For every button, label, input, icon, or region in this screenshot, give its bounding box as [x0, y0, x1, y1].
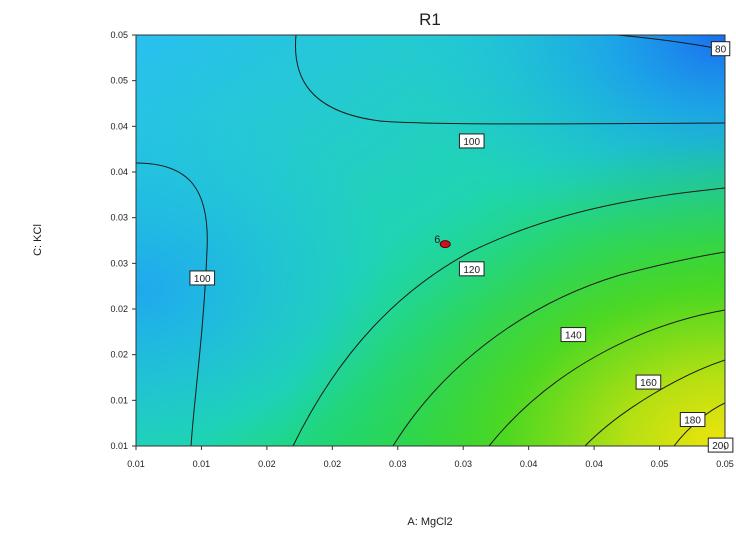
contour-label-text: 180 [684, 416, 701, 427]
plot-border [135, 34, 726, 447]
contour-label-text: 100 [463, 137, 480, 148]
contour-line-100-left [136, 162, 208, 446]
y-tick-label: 0.01 [110, 395, 128, 405]
design-point-label: 6 [434, 234, 440, 246]
contour-label-box [189, 270, 216, 286]
y-tick-label: 0.05 [110, 30, 128, 40]
contour-label-text: 80 [715, 45, 727, 56]
y-tick-label: 0.05 [110, 76, 128, 86]
y-tick-label: 0.01 [110, 441, 128, 451]
contour-line-140 [392, 251, 725, 446]
contour-label-box [560, 327, 587, 343]
color-surface-hot [136, 35, 725, 446]
contour-label-100: 100 [458, 133, 485, 149]
contour-label-text: 200 [712, 441, 729, 452]
x-tick-label: 0.01 [127, 459, 145, 469]
y-axis-label: C: KCl [32, 224, 44, 256]
contour-label-200: 200 [707, 437, 734, 453]
contour-label-180: 180 [679, 412, 706, 428]
contour-label-text: 100 [194, 274, 211, 285]
x-tick-label: 0.04 [585, 459, 603, 469]
x-tick-label: 0.03 [454, 459, 472, 469]
contour-label-box [458, 133, 485, 149]
y-tick-label: 0.02 [110, 304, 128, 314]
x-tick-label: 0.05 [651, 459, 669, 469]
chart-title: R1 [419, 10, 441, 29]
y-tick-label: 0.03 [110, 258, 128, 268]
x-tick-label: 0.02 [258, 459, 276, 469]
x-tick-label: 0.02 [324, 459, 342, 469]
contour-label-layer: 80 100 100 120 140 160 180 200 [189, 41, 734, 453]
y-axis: 0.01 0.01 0.02 0.02 0.03 0.03 0.04 0.04 0.05 0.05 [110, 30, 136, 451]
y-tick-label: 0.04 [110, 167, 128, 177]
x-axis-label: A: MgCl2 [407, 516, 452, 528]
contour-label-120: 120 [458, 261, 485, 277]
x-axis: 0.01 0.01 0.02 0.02 0.03 0.03 0.04 0.04 0.05 0.05 [127, 446, 734, 469]
y-tick-label: 0.02 [110, 350, 128, 360]
contour-label-text: 160 [640, 378, 657, 389]
contour-label-box [458, 261, 485, 277]
contour-label-100: 100 [189, 270, 216, 286]
design-point-layer: 6 [434, 234, 451, 249]
x-tick-label: 0.04 [520, 459, 538, 469]
contour-line-180 [584, 359, 725, 446]
contour-label-140: 140 [560, 327, 587, 343]
contour-label-text: 120 [463, 265, 480, 276]
y-tick-label: 0.03 [110, 213, 128, 223]
x-tick-label: 0.01 [193, 459, 211, 469]
contour-label-box [635, 374, 662, 390]
contour-label-box [707, 437, 734, 453]
contour-line-160 [488, 309, 725, 446]
y-tick-label: 0.04 [110, 121, 128, 131]
design-point-marker [439, 240, 451, 249]
contour-line-120 [292, 187, 725, 446]
x-tick-label: 0.05 [716, 459, 734, 469]
contour-label-box [710, 41, 731, 57]
contour-label-80: 80 [710, 41, 731, 57]
x-tick-label: 0.03 [389, 459, 407, 469]
contour-line-100-top [294, 35, 725, 125]
contour-label-160: 160 [635, 374, 662, 390]
contour-label-box [679, 412, 706, 428]
contour-lines [136, 35, 725, 446]
plot-area [136, 35, 725, 446]
contour-label-text: 140 [565, 331, 582, 342]
